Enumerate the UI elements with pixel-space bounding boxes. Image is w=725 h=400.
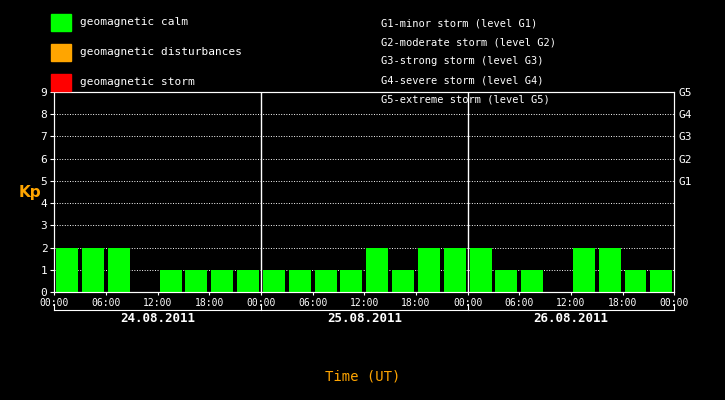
Text: G2-moderate storm (level G2): G2-moderate storm (level G2) bbox=[381, 37, 555, 47]
Bar bbox=[289, 270, 311, 292]
Bar bbox=[341, 270, 362, 292]
Text: 26.08.2011: 26.08.2011 bbox=[534, 312, 608, 325]
Text: geomagnetic storm: geomagnetic storm bbox=[80, 77, 194, 87]
Bar bbox=[186, 270, 207, 292]
Text: geomagnetic calm: geomagnetic calm bbox=[80, 17, 188, 27]
Bar bbox=[521, 270, 543, 292]
Text: 24.08.2011: 24.08.2011 bbox=[120, 312, 195, 325]
Text: geomagnetic disturbances: geomagnetic disturbances bbox=[80, 47, 241, 57]
Bar bbox=[315, 270, 336, 292]
Bar bbox=[470, 248, 492, 292]
Bar bbox=[108, 248, 130, 292]
Text: G4-severe storm (level G4): G4-severe storm (level G4) bbox=[381, 76, 543, 86]
Bar bbox=[392, 270, 414, 292]
Text: G3-strong storm (level G3): G3-strong storm (level G3) bbox=[381, 56, 543, 66]
Bar bbox=[82, 248, 104, 292]
Bar bbox=[263, 270, 285, 292]
Bar bbox=[211, 270, 233, 292]
Bar bbox=[573, 248, 594, 292]
Text: G1-minor storm (level G1): G1-minor storm (level G1) bbox=[381, 18, 537, 28]
Bar bbox=[366, 248, 388, 292]
Bar bbox=[237, 270, 259, 292]
Bar bbox=[444, 248, 465, 292]
Text: G5-extreme storm (level G5): G5-extreme storm (level G5) bbox=[381, 95, 550, 105]
Bar bbox=[418, 248, 440, 292]
Y-axis label: Kp: Kp bbox=[18, 184, 41, 200]
Bar bbox=[650, 270, 672, 292]
Bar bbox=[160, 270, 181, 292]
Bar bbox=[495, 270, 518, 292]
Text: Time (UT): Time (UT) bbox=[325, 370, 400, 384]
Bar bbox=[599, 248, 621, 292]
Bar bbox=[57, 248, 78, 292]
Bar bbox=[624, 270, 647, 292]
Text: 25.08.2011: 25.08.2011 bbox=[327, 312, 402, 325]
